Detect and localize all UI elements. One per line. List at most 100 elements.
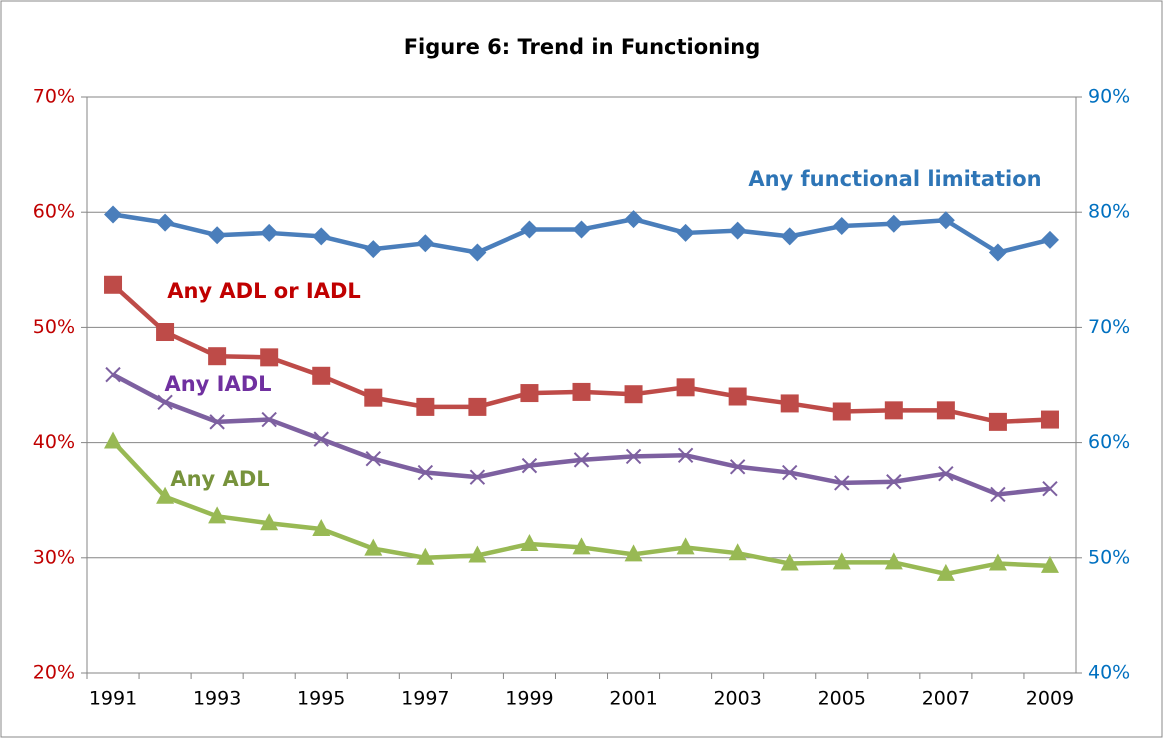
marker — [1040, 230, 1059, 249]
marker — [313, 431, 329, 447]
marker — [780, 394, 799, 413]
y2-tick-label: 90% — [1088, 86, 1130, 108]
marker — [156, 213, 175, 232]
marker — [208, 347, 227, 366]
marker — [520, 384, 539, 403]
marker — [936, 211, 955, 230]
x-tick-label: 1991 — [89, 688, 137, 710]
marker — [468, 243, 487, 262]
x-tick-label: 1997 — [401, 688, 449, 710]
marker — [104, 431, 123, 449]
marker — [886, 474, 902, 490]
chart-title: Figure 6: Trend in Functioning — [404, 35, 761, 59]
marker — [676, 223, 695, 242]
marker — [988, 553, 1007, 571]
marker — [521, 457, 538, 474]
marker — [990, 486, 1006, 503]
y-tick-label: 50% — [33, 316, 75, 338]
marker — [260, 348, 279, 367]
marker — [938, 465, 954, 482]
marker — [782, 464, 798, 481]
x-tick-label: 2001 — [609, 688, 657, 710]
marker — [104, 275, 123, 294]
marker — [572, 220, 591, 239]
y-tick-label: 70% — [33, 86, 75, 108]
marker — [676, 378, 695, 397]
marker — [312, 227, 331, 246]
marker — [624, 544, 643, 562]
marker — [157, 394, 173, 410]
marker — [573, 452, 590, 468]
marker — [780, 227, 799, 246]
marker — [416, 234, 435, 253]
marker — [208, 226, 227, 245]
marker — [260, 223, 279, 242]
marker — [780, 553, 799, 571]
marker — [832, 552, 851, 570]
marker — [364, 240, 383, 259]
marker — [676, 537, 695, 555]
marker — [417, 464, 434, 481]
marker — [365, 451, 381, 467]
marker — [624, 210, 643, 229]
y-tick-label: 60% — [33, 201, 75, 223]
marker — [728, 543, 747, 561]
series-label: Any ADL — [170, 467, 269, 491]
marker — [624, 385, 643, 404]
y2-tick-label: 50% — [1088, 546, 1130, 568]
x-tick-label: 2005 — [818, 688, 866, 710]
marker — [1042, 480, 1058, 497]
marker — [364, 538, 383, 556]
marker — [884, 552, 903, 570]
series-label: Any IADL — [164, 372, 271, 396]
marker — [884, 214, 903, 233]
marker — [988, 243, 1007, 262]
series-label: Any functional limitation — [748, 167, 1041, 191]
x-tick-label: 1993 — [193, 688, 241, 710]
series-label: Any ADL or IADL — [167, 279, 361, 303]
marker — [468, 545, 487, 563]
marker — [572, 537, 591, 555]
marker — [416, 397, 435, 416]
x-tick-label: 2007 — [922, 688, 970, 710]
marker — [469, 469, 486, 485]
marker — [312, 519, 331, 536]
marker — [208, 506, 227, 524]
marker — [936, 401, 955, 420]
y-tick-label: 20% — [33, 662, 75, 684]
marker — [625, 448, 642, 465]
marker — [936, 563, 955, 581]
marker — [468, 397, 487, 416]
marker — [572, 382, 591, 401]
marker — [416, 547, 435, 565]
marker — [104, 205, 123, 224]
marker — [312, 366, 331, 385]
x-tick-label: 1999 — [505, 688, 553, 710]
x-tick-label: 2009 — [1026, 688, 1074, 710]
y2-tick-label: 40% — [1088, 662, 1130, 684]
marker — [105, 366, 121, 383]
marker — [988, 412, 1007, 431]
marker — [1040, 555, 1059, 573]
marker — [520, 533, 539, 551]
marker — [1040, 410, 1059, 429]
marker — [728, 221, 747, 240]
x-tick-label: 1995 — [297, 688, 345, 710]
marker — [729, 459, 746, 475]
marker — [728, 387, 747, 406]
marker — [156, 323, 175, 342]
marker — [832, 402, 851, 421]
y2-tick-label: 70% — [1088, 316, 1130, 338]
y-tick-label: 30% — [33, 546, 75, 568]
marker — [884, 401, 903, 420]
marker — [834, 475, 850, 491]
y-tick-label: 40% — [33, 431, 75, 453]
marker — [364, 388, 383, 407]
marker — [520, 220, 539, 239]
marker — [261, 411, 277, 428]
marker — [677, 447, 694, 463]
x-tick-label: 2003 — [713, 688, 761, 710]
marker — [156, 486, 175, 504]
